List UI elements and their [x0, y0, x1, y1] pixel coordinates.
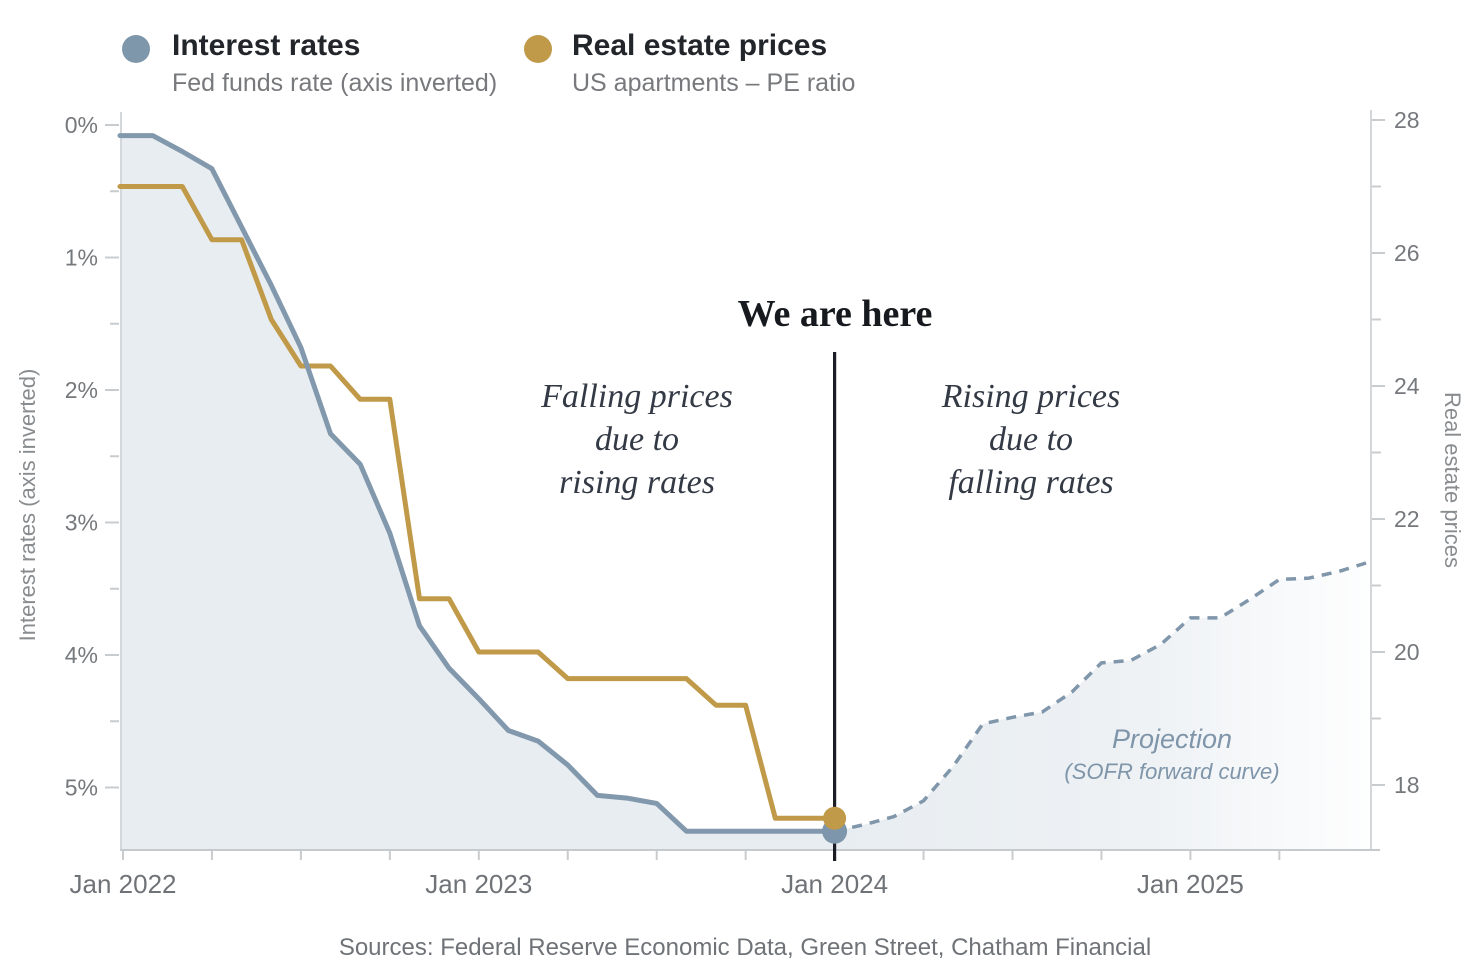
projection-dashed-line [834, 560, 1369, 833]
x-axis-year-label: Jan 2024 [781, 869, 888, 899]
rising-prices-line2: due to [988, 421, 1074, 458]
left-axis-tick-label: 2% [65, 377, 98, 403]
source-attribution: Sources: Federal Reserve Economic Data, … [338, 934, 1152, 961]
left-axis-title: Interest rates (axis inverted) [15, 368, 40, 642]
real-estate-legend-label: Real estate prices [572, 29, 828, 62]
left-axis-tick-label: 3% [65, 510, 98, 536]
real-estate-legend-dot-icon [524, 35, 552, 63]
interest-rates-area-fill [120, 135, 835, 851]
rising-prices-annotation: Rising prices due to falling rates [942, 375, 1120, 504]
x-axis-year-label: Jan 2023 [425, 869, 532, 899]
interest-rates-legend-dot-icon [122, 35, 150, 63]
left-axis-tick-label: 5% [65, 775, 98, 801]
x-axis-year-label: Jan 2025 [1137, 869, 1244, 899]
right-axis-title: Real estate prices [1440, 391, 1465, 569]
left-axis-tick-label: 4% [65, 642, 98, 668]
falling-prices-annotation: Falling prices due to rising rates [541, 375, 733, 504]
rising-prices-line1: Rising prices [941, 378, 1121, 415]
real-estate-current-dot [823, 806, 847, 830]
real-estate-legend-sublabel: US apartments – PE ratio [572, 69, 856, 97]
right-axis-tick-label: 18 [1394, 772, 1420, 798]
left-axis-tick-label: 1% [65, 245, 98, 271]
right-axis-tick-label: 28 [1394, 107, 1420, 133]
interest-rates-legend-sublabel: Fed funds rate (axis inverted) [172, 69, 498, 97]
rising-prices-line3: falling rates [948, 464, 1114, 501]
left-axis-tick-label: 0% [65, 112, 98, 138]
falling-prices-line1: Falling prices [541, 378, 733, 415]
right-axis-tick-label: 22 [1394, 506, 1420, 532]
real-estate-prices-line [117, 184, 838, 821]
projection-label: Projection [1111, 724, 1233, 754]
falling-prices-line2: due to [594, 421, 680, 458]
we-are-here-label: We are here [737, 293, 933, 335]
projection-sublabel: (SOFR forward curve) [1064, 759, 1280, 784]
projection-area-fill [834, 562, 1369, 850]
right-axis-tick-label: 26 [1394, 240, 1420, 266]
right-axis-tick-label: 24 [1394, 373, 1420, 399]
falling-prices-line3: rising rates [559, 464, 715, 501]
x-axis-year-label: Jan 2022 [70, 869, 177, 899]
right-axis-tick-label: 20 [1394, 639, 1420, 665]
interest-rates-line [117, 133, 838, 834]
interest-rates-legend-label: Interest rates [172, 29, 361, 62]
